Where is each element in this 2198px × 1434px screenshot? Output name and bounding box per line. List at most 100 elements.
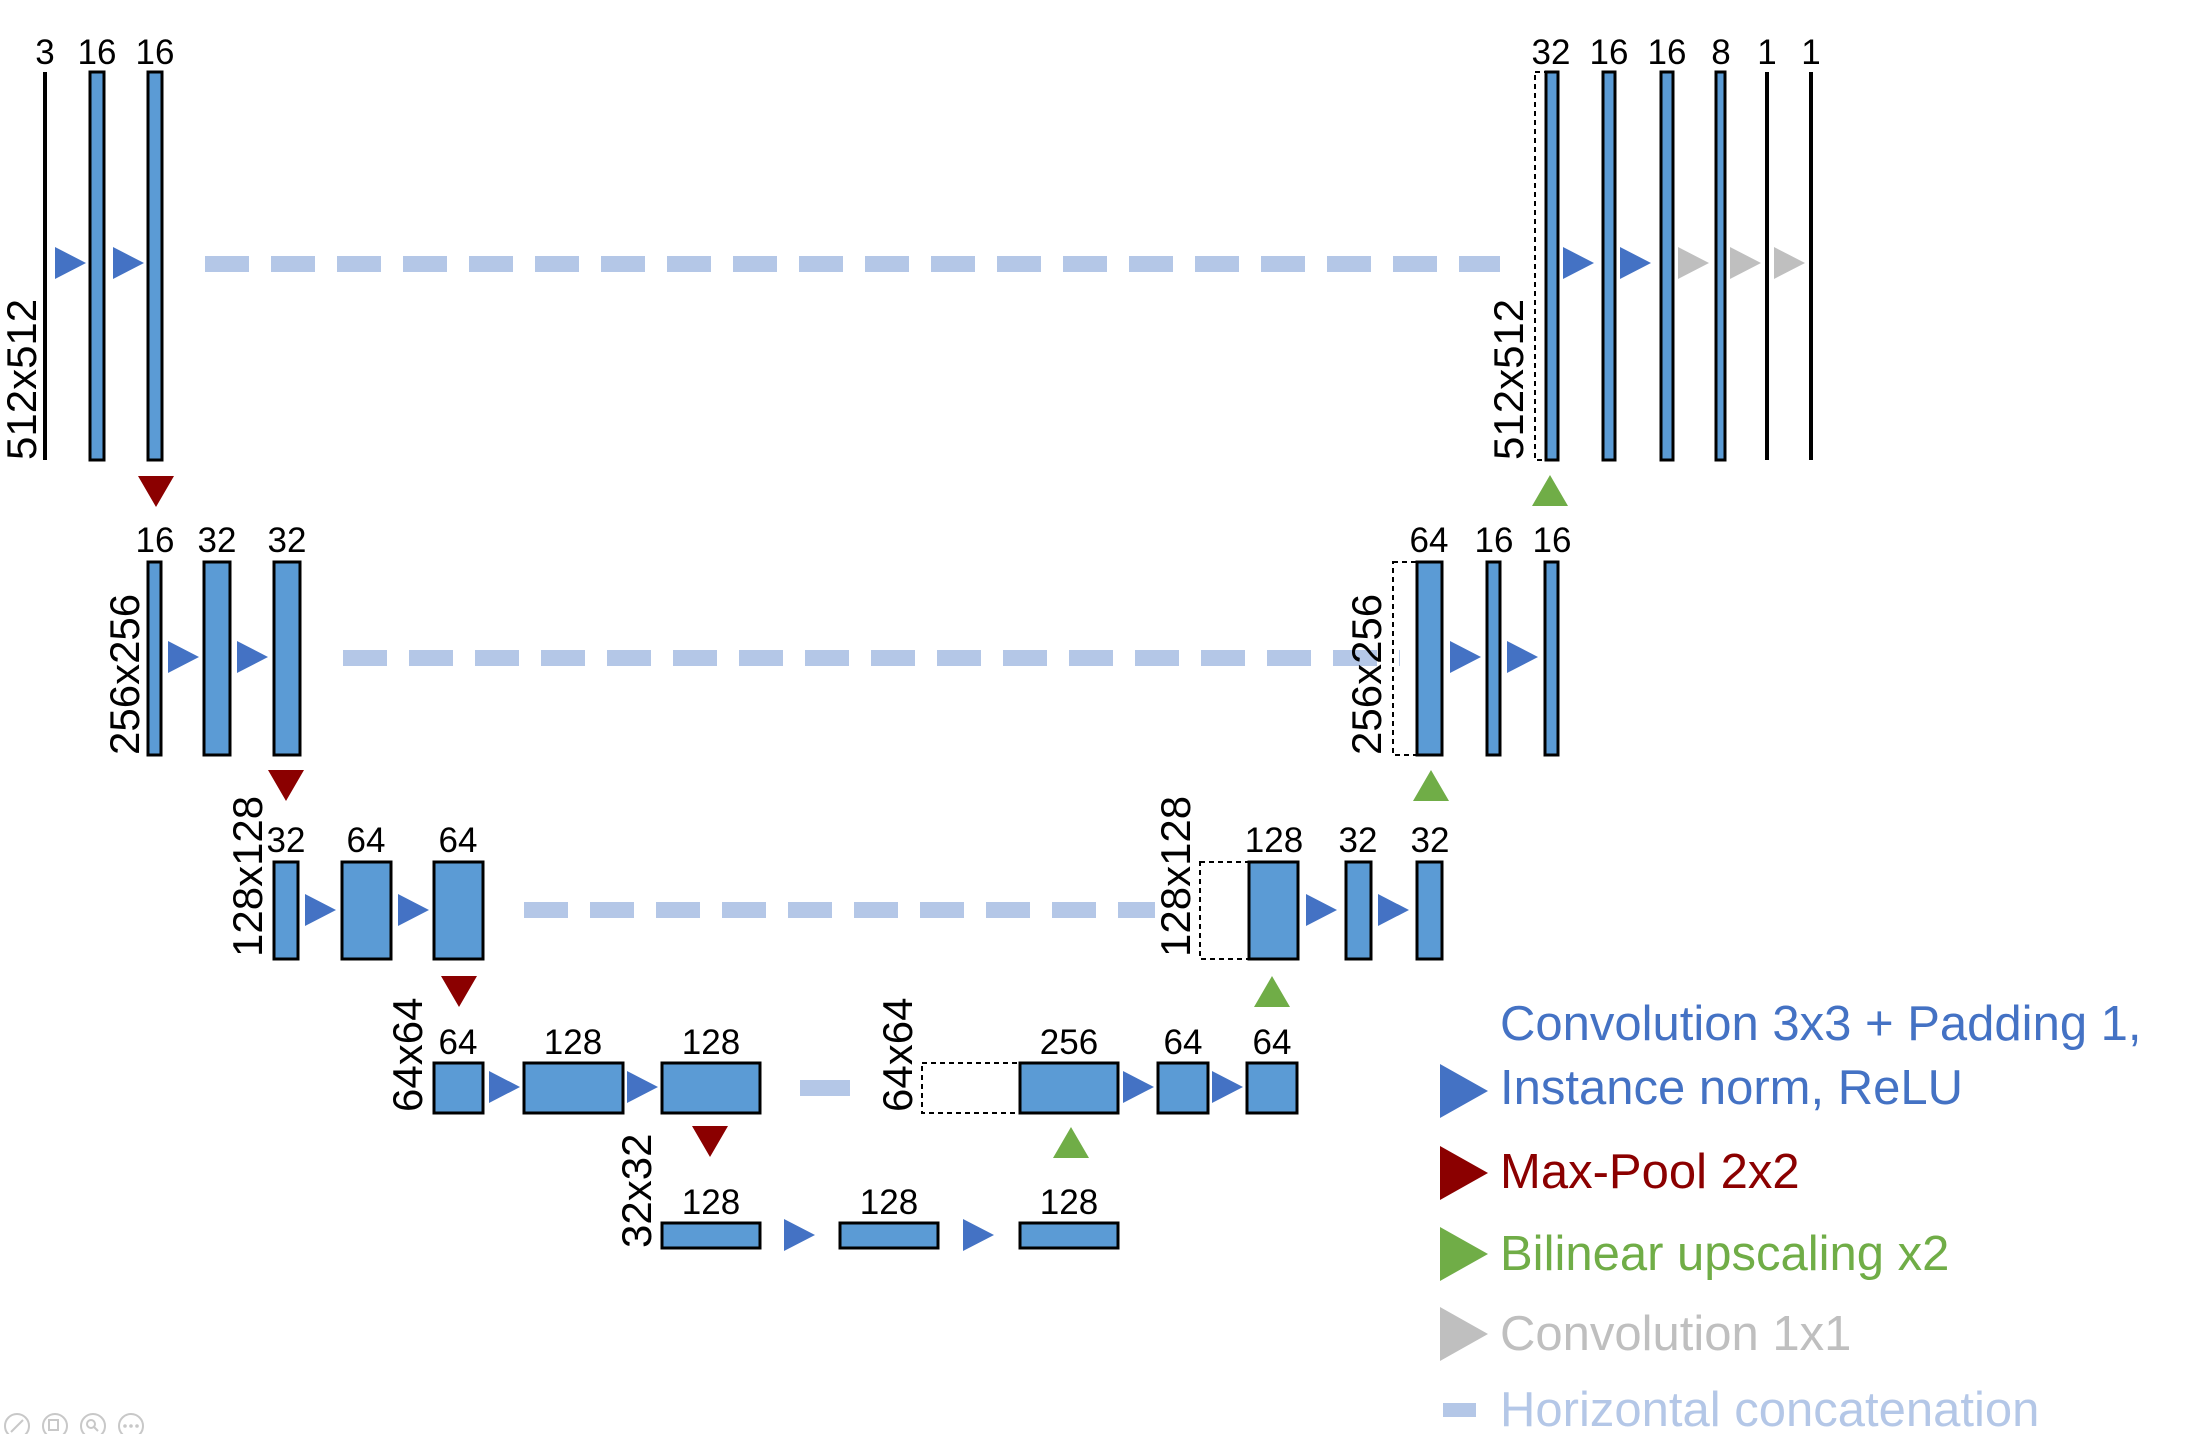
- conv3x3-arrow: [1507, 641, 1538, 673]
- channel-label: 16: [78, 33, 117, 72]
- maxpool-arrow: [441, 976, 477, 1007]
- conv3x3-arrow: [784, 1219, 815, 1251]
- level-2-encoder: 16 32 32 256x256: [101, 521, 306, 801]
- level-3-decoder: 128 32 32 128x128: [1152, 796, 1449, 1007]
- upscale-arrow: [1053, 1127, 1089, 1158]
- legend-conv3x3-line2: Instance norm, ReLU: [1500, 1061, 1963, 1115]
- channel-label: 128: [682, 1183, 740, 1222]
- channel-label: 1: [1801, 33, 1820, 72]
- level-4-dim-label: 64x64: [874, 998, 921, 1112]
- channel-label: 128: [1040, 1183, 1098, 1222]
- conv3x3-arrow: [168, 641, 199, 673]
- legend-concat: Horizontal concatenation: [1500, 1383, 2039, 1434]
- legend-maxpool: Max-Pool 2x2: [1500, 1145, 1800, 1199]
- conv3x3-arrow: [1563, 247, 1594, 279]
- channel-label: 128: [544, 1023, 602, 1062]
- copy-icon[interactable]: [42, 1413, 68, 1434]
- conv3x3-arrow: [963, 1219, 994, 1251]
- conv1x1-arrow: [1730, 247, 1761, 279]
- channel-label: 32: [198, 521, 237, 560]
- maxpool-arrow: [692, 1126, 728, 1157]
- channel-label: 16: [136, 521, 175, 560]
- bottleneck: 128 128 128 32x32: [613, 1134, 1120, 1251]
- upscale-legend-icon: [1440, 1227, 1488, 1281]
- more-options-icon[interactable]: [118, 1413, 144, 1434]
- level-4-decoder: 256 64 64 64x64: [874, 998, 1299, 1158]
- level-2-dim-label: 256x256: [101, 594, 148, 755]
- channel-label: 32: [1532, 33, 1571, 72]
- level-1-dim-label: 512x512: [0, 299, 45, 460]
- conv3x3-arrow: [398, 894, 429, 926]
- upscale-arrow: [1254, 976, 1290, 1007]
- feature-block: [1156, 1061, 1210, 1115]
- channel-label: 128: [682, 1023, 740, 1062]
- channel-label: 16: [1475, 521, 1514, 560]
- feature-block: [432, 1061, 485, 1115]
- feature-block: [1415, 860, 1444, 961]
- bottleneck-dim-label: 32x32: [613, 1134, 660, 1248]
- channel-label: 128: [860, 1183, 918, 1222]
- conv3x3-arrow: [113, 247, 144, 279]
- feature-block: [1544, 70, 1560, 462]
- feature-block: [146, 560, 163, 757]
- level-1-dim-label: 512x512: [1485, 299, 1532, 460]
- concat-placeholder: [1199, 861, 1250, 960]
- conv3x3-arrow: [237, 641, 268, 673]
- upscale-arrow: [1532, 475, 1568, 506]
- channel-label: 256: [1040, 1023, 1098, 1062]
- conv1x1-arrow: [1774, 247, 1805, 279]
- feature-block: [146, 70, 164, 462]
- feature-block: [202, 560, 232, 757]
- feature-block: [660, 1221, 762, 1250]
- channel-label: 16: [1590, 33, 1629, 72]
- feature-block: [1415, 560, 1444, 757]
- conv3x3-arrow: [305, 894, 336, 926]
- conv3x3-arrow: [1123, 1071, 1154, 1103]
- feature-block: [1543, 560, 1560, 757]
- feature-block: [1601, 70, 1617, 462]
- feature-block: [522, 1061, 625, 1115]
- feature-block: [1245, 1061, 1299, 1115]
- feature-block: [272, 560, 302, 757]
- channel-label: 8: [1711, 33, 1730, 72]
- feature-block: [88, 70, 106, 462]
- channel-label: 32: [1411, 821, 1450, 860]
- feature-block: [340, 860, 393, 961]
- conv3x3-arrow: [489, 1071, 520, 1103]
- channel-label: 16: [1648, 33, 1687, 72]
- channel-label: 32: [268, 521, 307, 560]
- channel-label: 32: [267, 821, 306, 860]
- maxpool-arrow: [138, 476, 174, 507]
- channel-label: 64: [1253, 1023, 1292, 1062]
- conv3x3-arrow: [55, 247, 86, 279]
- zoom-icon[interactable]: [80, 1413, 106, 1434]
- conv3x3-arrow: [627, 1071, 658, 1103]
- feature-block: [1344, 860, 1373, 961]
- maxpool-legend-icon: [1440, 1146, 1488, 1200]
- level-3-dim-label: 128x128: [1152, 796, 1199, 957]
- feature-block: [1485, 560, 1502, 757]
- feature-block: [1018, 1221, 1120, 1250]
- level-1-decoder: 32 16 16 8 1 1 512x512: [1485, 33, 1821, 506]
- channel-label: 1: [1757, 33, 1776, 72]
- channel-label: 16: [1533, 521, 1572, 560]
- maxpool-arrow: [268, 770, 304, 801]
- feature-block: [838, 1221, 940, 1250]
- concat-placeholder: [921, 1062, 1021, 1114]
- feature-block: [1247, 860, 1300, 961]
- conv1x1-legend-icon: [1440, 1307, 1488, 1361]
- conv3x3-arrow: [1306, 894, 1337, 926]
- channel-label: 64: [347, 821, 386, 860]
- feature-block: [1018, 1061, 1120, 1115]
- conv3x3-arrow: [1378, 894, 1409, 926]
- legend-conv3x3-line1: Convolution 3x3 + Padding 1,: [1500, 997, 2142, 1051]
- level-4-dim-label: 64x64: [384, 998, 431, 1112]
- level-3-encoder: 32 64 64 128x128: [224, 796, 485, 1007]
- channel-label: 64: [1164, 1023, 1203, 1062]
- concat-placeholder: [1392, 561, 1418, 756]
- feature-block: [272, 860, 300, 961]
- edit-icon[interactable]: [4, 1413, 30, 1434]
- channel-label: 64: [439, 821, 478, 860]
- channel-label: 32: [1339, 821, 1378, 860]
